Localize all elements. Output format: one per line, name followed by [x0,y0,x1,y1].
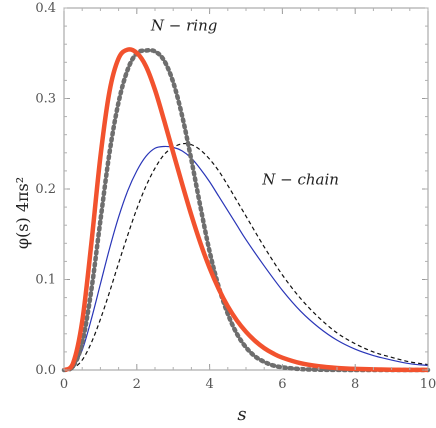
x-tick-label: 4 [205,377,213,392]
series-line-thick-solid [62,47,429,373]
y-tick-label: 0.3 [35,92,56,107]
ticks-layer: 0 2 4 6 8 10 0.0 0.1 0.2 0.3 0.4 [35,1,436,392]
series-line-thin-dashed [63,142,429,371]
annotation-n-ring: N − ring [150,17,217,35]
x-tick-label: 2 [133,377,141,392]
y-tick-label: 0.1 [35,273,56,288]
x-tick-label: 8 [351,377,359,392]
x-tick-label: 10 [420,377,436,392]
x-tick-label: 0 [60,377,68,392]
y-tick-label: 0.2 [35,182,56,197]
series-line-thick-dotted [61,48,431,373]
y-tick-label: 0.4 [35,1,56,16]
x-tick-label: 6 [278,377,286,392]
y-tick-label: 0.0 [35,363,56,378]
annotation-n-chain: N − chain [261,170,339,188]
x-axis-label: s [237,404,246,425]
y-axis-label: φ(s) 4πs² [13,177,32,249]
series-line-thin-solid [63,145,429,371]
series-layer [61,47,431,373]
labels-layer: N − ring N − chain [150,17,339,189]
